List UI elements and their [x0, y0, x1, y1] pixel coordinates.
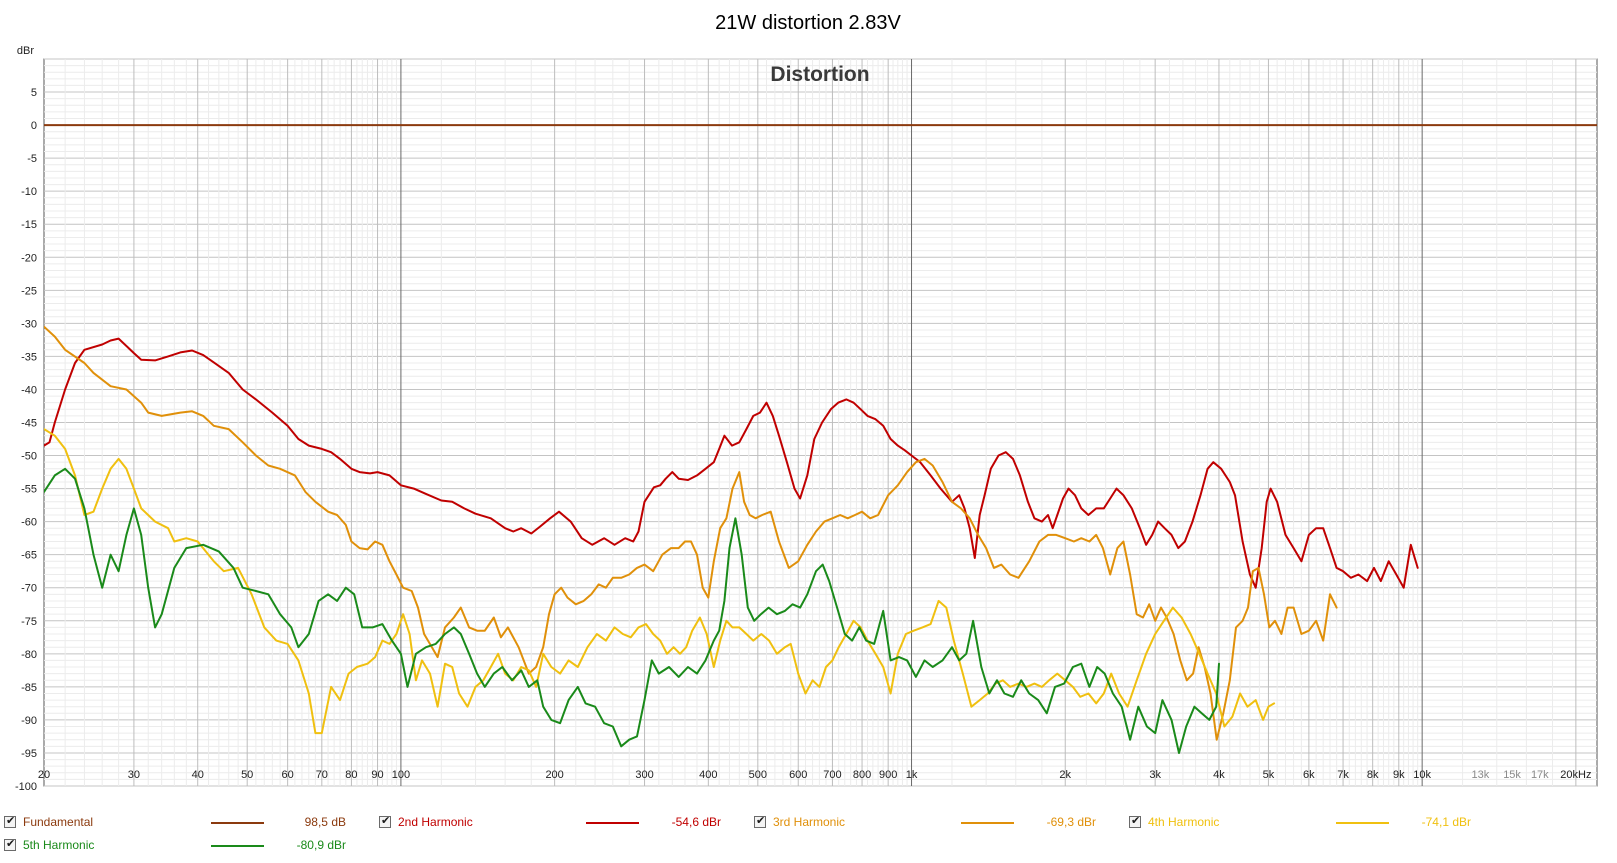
y-tick-label: -20	[21, 252, 37, 264]
legend-checkbox-5th-harmonic[interactable]	[4, 837, 16, 851]
x-tick-label: 200	[545, 769, 563, 781]
legend-series-name: Fundamental	[23, 815, 94, 829]
y-tick-label: -15	[21, 219, 37, 231]
legend-series-value: 98,5 dB	[304, 815, 346, 829]
legend-series-value: -80,9 dBr	[296, 838, 346, 852]
legend-series-value: -69,3 dBr	[1046, 815, 1096, 829]
y-tick-label: -5	[27, 153, 37, 165]
y-axis-unit-label: dBr	[17, 45, 34, 57]
y-tick-label: -75	[21, 616, 37, 628]
legend-color-swatch	[211, 845, 264, 847]
series-line-2nd-harmonic	[44, 337, 1419, 589]
x-tick-label: 50	[241, 769, 253, 781]
x-tick-label: 15k	[1503, 769, 1521, 781]
x-tick-label: 300	[635, 769, 653, 781]
series-line-4th-harmonic	[44, 428, 1276, 735]
x-tick-label: 17k	[1531, 769, 1549, 781]
x-tick-label: 400	[699, 769, 717, 781]
x-tick-label: 1k	[906, 769, 918, 781]
y-tick-label: -45	[21, 418, 37, 430]
y-tick-label: 0	[31, 120, 37, 132]
x-tick-label: 4k	[1213, 769, 1225, 781]
legend-series-name: 4th Harmonic	[1148, 815, 1220, 829]
x-tick-label: 90	[371, 769, 383, 781]
y-tick-label: -25	[21, 285, 37, 297]
x-tick-label: 900	[879, 769, 897, 781]
legend-series-value: -74,1 dBr	[1421, 815, 1471, 829]
x-tick-label: 700	[823, 769, 841, 781]
series-lines	[44, 124, 1597, 754]
chart-title: 21W distortion 2.83V	[715, 12, 901, 34]
x-tick-label: 5k	[1263, 769, 1275, 781]
legend-item-4th-harmonic: 4th Harmonic -74,1 dBr	[1129, 812, 1504, 834]
legend-series-name: 5th Harmonic	[23, 838, 95, 852]
y-axis-ticks: 5 0 -5 -10 -15 -20 -25 -30 -35 -40 -45 -50 -55 -60 -65…	[15, 87, 37, 793]
x-tick-label: 2k	[1059, 769, 1071, 781]
legend-item-fundamental: Fundamental 98,5 dB	[4, 812, 379, 834]
x-tick-label: 600	[789, 769, 807, 781]
x-tick-label: 7k	[1337, 769, 1349, 781]
legend: Fundamental 98,5 dB 2nd Harmonic -54,6 dBr 3…	[0, 812, 1617, 862]
series-line-5th-harmonic	[44, 467, 1220, 754]
y-tick-label: 5	[31, 87, 37, 99]
legend-item-5th-harmonic: 5th Harmonic -80,9 dBr	[4, 835, 379, 857]
x-axis-ticks: 20 30 40 50 60 70 80 90 100 200 300 400 500 600 700 800…	[38, 769, 1592, 781]
y-tick-label: -65	[21, 550, 37, 562]
legend-color-swatch	[586, 822, 639, 824]
legend-checkbox-3rd-harmonic[interactable]	[754, 814, 766, 828]
y-tick-label: -30	[21, 318, 37, 330]
legend-series-name: 2nd Harmonic	[398, 815, 473, 829]
y-tick-label: -60	[21, 517, 37, 529]
x-tick-label: 70	[316, 769, 328, 781]
y-tick-label: -35	[21, 351, 37, 363]
distortion-chart: 21W distortion 2.83V dBr 50-5-10-15-20-2…	[15, 12, 1598, 793]
legend-item-3rd-harmonic: 3rd Harmonic -69,3 dBr	[754, 812, 1129, 834]
legend-checkbox-fundamental[interactable]	[4, 814, 16, 828]
y-tick-label: -10	[21, 186, 37, 198]
x-tick-label: 30	[128, 769, 140, 781]
series-line-3rd-harmonic	[44, 325, 1338, 741]
y-tick-label: -50	[21, 451, 37, 463]
y-tick-label: -85	[21, 682, 37, 694]
x-tick-label: 20	[38, 769, 50, 781]
y-tick-label: -95	[21, 748, 37, 760]
y-tick-label: -90	[21, 715, 37, 727]
x-tick-label: 500	[749, 769, 767, 781]
legend-series-value: -54,6 dBr	[671, 815, 721, 829]
x-tick-label: 80	[345, 769, 357, 781]
legend-color-swatch	[961, 822, 1014, 824]
chart-subtitle: Distortion	[770, 63, 869, 86]
x-tick-label: 40	[192, 769, 204, 781]
x-tick-label: 20kHz	[1560, 769, 1591, 781]
x-tick-label: 100	[392, 769, 410, 781]
y-tick-label: -80	[21, 649, 37, 661]
legend-color-swatch	[1336, 822, 1389, 824]
x-tick-label: 13k	[1471, 769, 1489, 781]
legend-color-swatch	[211, 822, 264, 824]
y-tick-label: -55	[21, 484, 37, 496]
grid-lines	[44, 58, 1597, 787]
legend-checkbox-4th-harmonic[interactable]	[1129, 814, 1141, 828]
x-tick-label: 6k	[1303, 769, 1315, 781]
y-tick-label: -70	[21, 583, 37, 595]
y-tick-label: -40	[21, 384, 37, 396]
x-tick-label: 3k	[1149, 769, 1161, 781]
x-tick-label: 9k	[1393, 769, 1405, 781]
legend-item-2nd-harmonic: 2nd Harmonic -54,6 dBr	[379, 812, 754, 834]
legend-checkbox-2nd-harmonic[interactable]	[379, 814, 391, 828]
x-tick-label: 800	[853, 769, 871, 781]
x-tick-label: 60	[282, 769, 294, 781]
legend-series-name: 3rd Harmonic	[773, 815, 846, 829]
x-tick-label: 8k	[1367, 769, 1379, 781]
x-tick-label: 10k	[1413, 769, 1431, 781]
y-tick-label: -100	[15, 781, 37, 793]
